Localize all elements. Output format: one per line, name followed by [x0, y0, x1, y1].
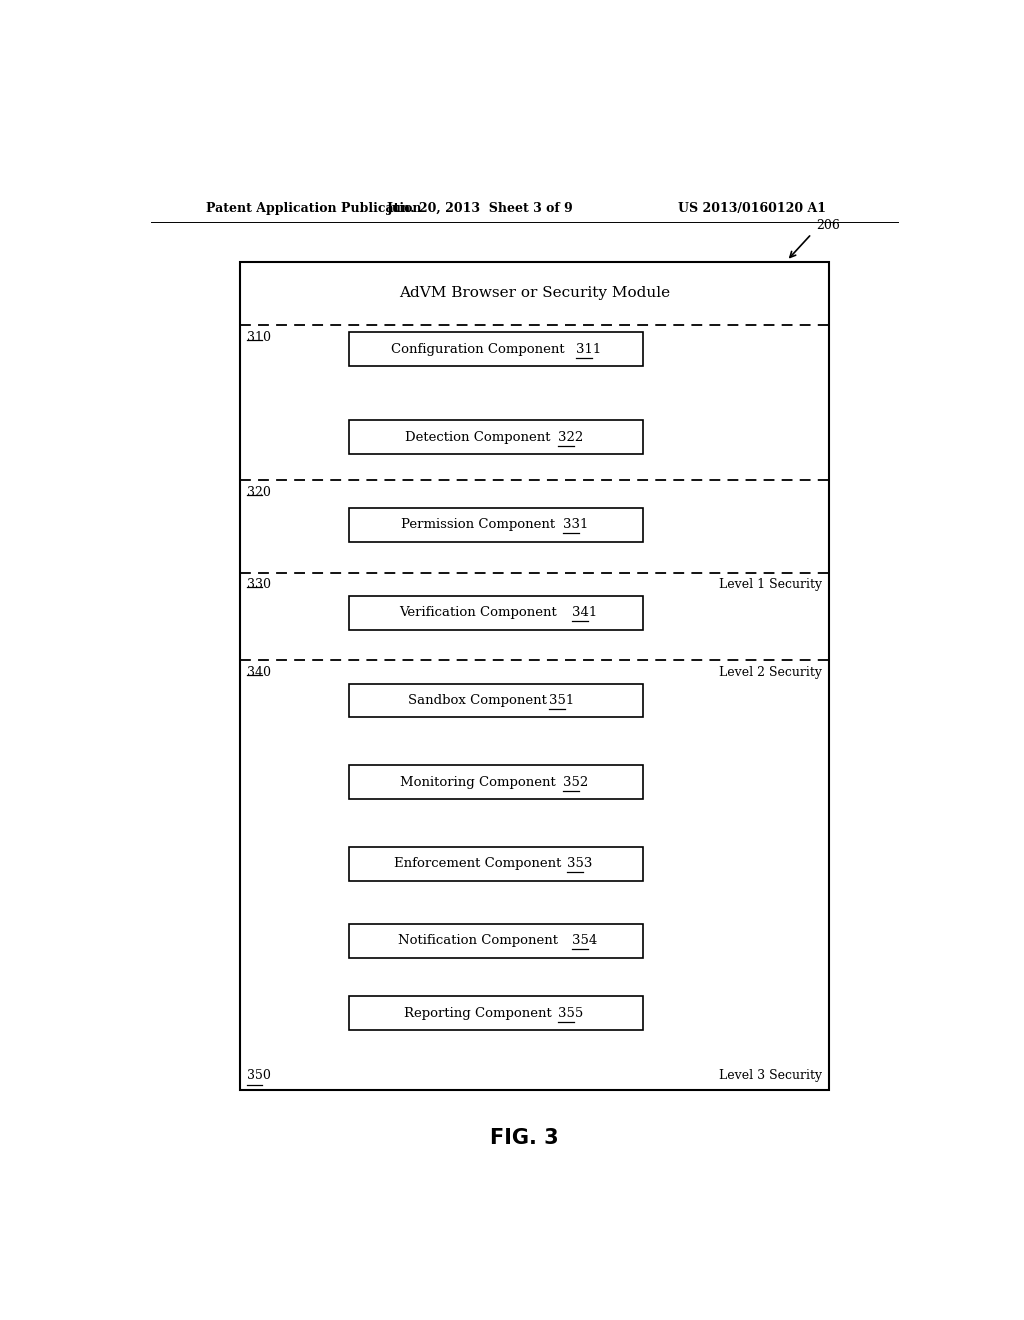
Text: US 2013/0160120 A1: US 2013/0160120 A1: [678, 202, 825, 215]
FancyBboxPatch shape: [349, 333, 643, 367]
Text: Detection Component: Detection Component: [406, 430, 559, 444]
Text: 340: 340: [247, 665, 270, 678]
FancyBboxPatch shape: [349, 766, 643, 799]
Text: Patent Application Publication: Patent Application Publication: [206, 202, 421, 215]
Text: 355: 355: [558, 1007, 584, 1019]
Text: 350: 350: [247, 1069, 270, 1082]
FancyBboxPatch shape: [349, 684, 643, 718]
Text: Level 2 Security: Level 2 Security: [719, 665, 821, 678]
Text: 311: 311: [577, 343, 601, 356]
Text: Enforcement Component: Enforcement Component: [394, 857, 570, 870]
Text: 206: 206: [816, 219, 840, 231]
FancyBboxPatch shape: [349, 508, 643, 543]
Text: Configuration Component: Configuration Component: [391, 343, 573, 356]
Text: 320: 320: [247, 486, 270, 499]
FancyBboxPatch shape: [349, 847, 643, 880]
Text: 354: 354: [571, 935, 597, 948]
Text: Level 3 Security: Level 3 Security: [719, 1069, 821, 1082]
Text: Reporting Component: Reporting Component: [404, 1007, 560, 1019]
Text: 341: 341: [571, 606, 597, 619]
FancyBboxPatch shape: [241, 263, 829, 1090]
Text: 310: 310: [247, 331, 270, 345]
Text: Monitoring Component: Monitoring Component: [400, 776, 564, 788]
Text: FIG. 3: FIG. 3: [490, 1127, 559, 1148]
FancyBboxPatch shape: [349, 595, 643, 630]
Text: Sandbox Component: Sandbox Component: [409, 694, 556, 708]
FancyBboxPatch shape: [349, 924, 643, 958]
Text: 353: 353: [567, 857, 593, 870]
Text: Notification Component: Notification Component: [398, 935, 566, 948]
Text: 330: 330: [247, 578, 270, 591]
Text: 331: 331: [563, 519, 588, 532]
Text: Verification Component: Verification Component: [399, 606, 565, 619]
Text: 352: 352: [563, 776, 588, 788]
FancyBboxPatch shape: [349, 997, 643, 1030]
Text: Level 1 Security: Level 1 Security: [719, 578, 821, 591]
Text: 322: 322: [558, 430, 584, 444]
Text: Permission Component: Permission Component: [400, 519, 563, 532]
Text: AdVM Browser or Security Module: AdVM Browser or Security Module: [399, 286, 671, 300]
Text: Jun. 20, 2013  Sheet 3 of 9: Jun. 20, 2013 Sheet 3 of 9: [387, 202, 574, 215]
Text: 351: 351: [549, 694, 574, 708]
FancyBboxPatch shape: [349, 420, 643, 454]
